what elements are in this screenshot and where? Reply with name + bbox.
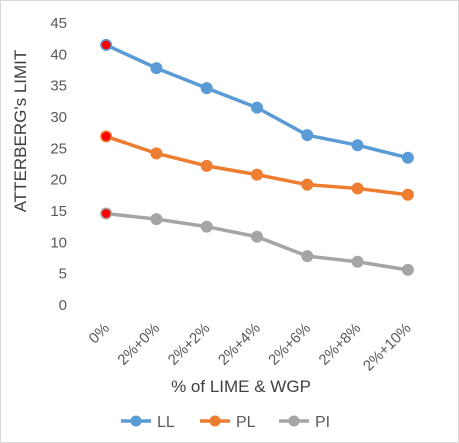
data-point-pl	[200, 159, 213, 172]
data-point-ll	[150, 62, 163, 75]
series-line-ll	[104, 43, 410, 160]
x-tick-label: 2%+8%	[316, 320, 365, 369]
x-axis-title: % of LIME & WGP	[171, 377, 311, 396]
y-axis-ticks: 0 5 10 15 20 25 30 35 40 45	[50, 15, 67, 314]
y-axis-title: ATTERBERG's LIMIT	[11, 50, 30, 213]
y-axis-title-group: ATTERBERG's LIMIT	[11, 50, 30, 213]
data-point-pi	[301, 250, 314, 263]
legend-label-pl: PL	[236, 414, 256, 431]
legend-label-pi: PI	[315, 414, 330, 431]
legend-marker-ll	[130, 415, 142, 427]
data-point-pi	[200, 220, 213, 233]
y-tick-label: 5	[59, 266, 67, 283]
legend: LL PL PI	[121, 414, 330, 431]
data-point-pi	[351, 255, 364, 268]
legend-marker-pl	[209, 415, 221, 427]
data-point-ll	[251, 101, 264, 114]
data-point-ll	[100, 38, 113, 51]
data-point-pi	[150, 213, 163, 226]
x-tick-label: 2%+2%	[165, 320, 214, 369]
y-tick-label: 25	[50, 140, 67, 157]
data-point-ll	[200, 82, 213, 95]
x-tick-label: 2%+10%	[360, 320, 415, 375]
data-point-pi	[251, 230, 264, 243]
data-point-pi	[401, 263, 414, 276]
series-layer	[100, 38, 414, 276]
x-tick-label: 0%	[86, 320, 113, 347]
data-point-ll	[301, 129, 314, 142]
y-tick-label: 20	[50, 172, 67, 189]
data-point-ll	[401, 151, 414, 164]
y-tick-label: 10	[50, 234, 67, 251]
y-tick-label: 35	[50, 78, 67, 95]
x-tick-label: 2%+4%	[215, 320, 264, 369]
data-point-pl	[301, 178, 314, 191]
data-point-pl	[150, 147, 163, 160]
legend-marker-pi	[288, 415, 300, 427]
data-point-pl	[100, 130, 113, 143]
x-tick-label: 2%+6%	[265, 320, 314, 369]
data-point-pl	[401, 188, 414, 201]
data-point-pl	[351, 182, 364, 195]
x-tick-label: 2%+0%	[114, 320, 163, 369]
y-tick-label: 0	[59, 297, 67, 314]
y-tick-label: 15	[50, 203, 67, 220]
y-tick-label: 45	[50, 15, 67, 32]
data-point-pl	[251, 168, 264, 181]
legend-label-ll: LL	[157, 414, 175, 431]
y-tick-label: 30	[50, 109, 67, 126]
data-point-pi	[100, 207, 113, 220]
y-tick-label: 40	[50, 46, 67, 63]
data-point-ll	[351, 139, 364, 152]
x-axis-ticks: 0% 2%+0% 2%+2% 2%+4% 2%+6% 2%+8%2%+10%	[86, 320, 415, 375]
